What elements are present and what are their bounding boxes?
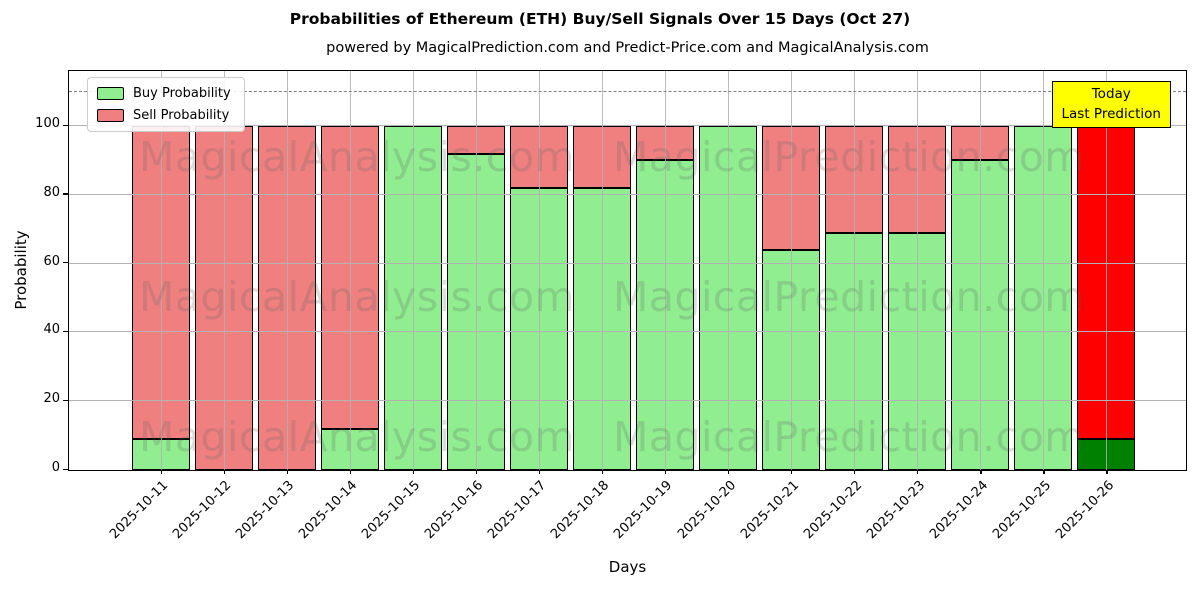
y-tick-mark	[63, 399, 68, 401]
x-tick-mark	[601, 470, 604, 474]
chart-subtitle: powered by MagicalPrediction.com and Pre…	[326, 40, 929, 56]
x-tick-mark	[1106, 470, 1108, 474]
y-tick-mark	[63, 193, 68, 195]
legend-item-buy: Buy Probability	[97, 86, 231, 101]
y-tick-label: 60	[43, 253, 60, 269]
x-tick-mark	[412, 470, 414, 474]
x-tick-mark	[980, 470, 982, 474]
x-tick-label: 2025-10-12	[170, 478, 235, 543]
x-tick-label: 2025-10-15	[359, 478, 424, 543]
x-tick-label: 2025-10-11	[107, 478, 172, 543]
bar-slot: 2025-10-16	[422, 71, 507, 542]
vertical-gridline	[349, 71, 351, 470]
bar-slot: 2025-10-24	[927, 71, 1012, 542]
bars-area: 2025-10-11 2025-10-12 2025-10-13 2025-10-14…	[107, 71, 1138, 542]
buy-swatch-icon	[97, 87, 124, 100]
y-tick-label: 40	[43, 322, 60, 338]
vertical-gridline	[728, 71, 730, 470]
today-annotation-box: Today Last Prediction	[1051, 81, 1171, 128]
vertical-gridline	[160, 71, 162, 470]
vertical-gridline	[1106, 71, 1108, 470]
x-tick-mark	[349, 470, 351, 474]
x-tick-mark	[791, 470, 793, 474]
vertical-gridline	[791, 71, 793, 470]
bar-slot: 2025-10-18	[549, 71, 633, 542]
x-tick-label: 2025-10-20	[674, 478, 739, 543]
y-tick-label: 80	[43, 184, 60, 200]
x-tick-label: 2025-10-24	[926, 478, 991, 543]
x-tick-label: 2025-10-14	[296, 478, 361, 543]
bar-slot: 2025-10-19	[612, 71, 697, 542]
vertical-gridline	[1043, 71, 1045, 470]
legend: Buy Probability Sell Probability	[87, 77, 245, 132]
vertical-gridline	[475, 71, 477, 470]
y-tick-label: 20	[43, 391, 60, 407]
x-tick-label: 2025-10-25	[989, 478, 1055, 543]
x-tick-mark	[223, 470, 225, 474]
y-axis-label: Probability	[12, 230, 30, 310]
bar-slot: 2025-10-12	[170, 71, 255, 542]
x-tick-mark	[917, 470, 919, 474]
x-tick-label: 2025-10-22	[800, 478, 865, 543]
x-tick-mark	[475, 470, 478, 474]
y-tick-mark	[63, 124, 68, 126]
bar-slot: 2025-10-25	[990, 71, 1075, 542]
x-tick-label: 2025-10-13	[233, 478, 298, 543]
x-tick-label: 2025-10-21	[737, 478, 802, 543]
bar-slot: 2025-10-26	[1053, 71, 1138, 542]
y-tick-label: 0	[51, 460, 60, 475]
x-tick-mark	[1043, 470, 1045, 474]
bar-slot: 2025-10-23	[864, 71, 949, 542]
y-tick-mark	[63, 262, 68, 264]
x-axis-label: Days	[608, 558, 647, 576]
bar-slot: 2025-10-11	[107, 71, 192, 542]
x-tick-mark	[728, 470, 730, 474]
vertical-gridline	[412, 71, 414, 470]
y-tick-mark	[63, 468, 68, 470]
y-tick-mark	[63, 330, 68, 333]
x-tick-mark	[665, 470, 667, 474]
vertical-gridline	[665, 71, 667, 470]
x-tick-mark	[854, 470, 856, 474]
vertical-gridline	[980, 71, 982, 470]
bar-slot: 2025-10-14	[296, 71, 381, 542]
bar-slot: 2025-10-17	[485, 71, 570, 542]
chart-title: Probabilities of Ethereum (ETH) Buy/Sell…	[289, 10, 911, 28]
x-tick-label: 2025-10-19	[611, 478, 676, 543]
x-tick-label: 2025-10-18	[548, 478, 613, 543]
bar-slot: 2025-10-15	[359, 71, 444, 542]
legend-sell-label: Sell Probability	[133, 108, 230, 123]
x-tick-label: 2025-10-26	[1053, 478, 1118, 543]
today-annotation-line2: Last Prediction	[1061, 106, 1161, 123]
legend-buy-label: Buy Probability	[133, 86, 231, 101]
today-annotation-line1: Today	[1091, 86, 1131, 102]
vertical-gridline	[601, 71, 603, 470]
y-tick-label: 100	[35, 116, 60, 132]
vertical-gridline	[223, 71, 225, 470]
x-tick-mark	[160, 470, 162, 474]
vertical-gridline	[854, 71, 856, 470]
x-tick-mark	[286, 470, 288, 474]
x-tick-mark	[538, 470, 541, 474]
legend-item-sell: Sell Probability	[97, 108, 231, 123]
plot-area: 2025-10-11 2025-10-12 2025-10-13 2025-10-14…	[68, 70, 1187, 542]
vertical-gridline	[286, 71, 288, 470]
bar-slot: 2025-10-21	[738, 71, 823, 542]
bar-slot: 2025-10-22	[801, 71, 886, 542]
bar-slot: 2025-10-20	[675, 71, 760, 542]
vertical-gridline	[917, 71, 919, 470]
x-tick-label: 2025-10-17	[485, 478, 550, 543]
x-tick-label: 2025-10-23	[863, 478, 928, 543]
sell-swatch-icon	[97, 109, 124, 122]
x-tick-label: 2025-10-16	[422, 478, 487, 543]
bar-slot: 2025-10-13	[233, 71, 318, 542]
vertical-gridline	[538, 71, 540, 470]
